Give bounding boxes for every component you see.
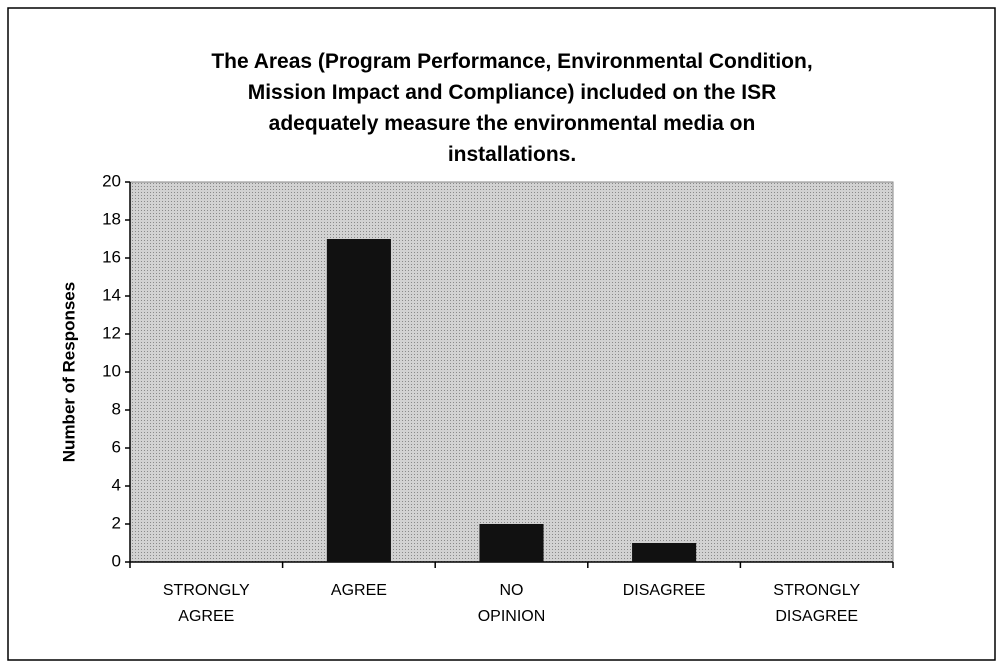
y-axis-label: Number of Responses bbox=[59, 282, 78, 462]
chart-title: adequately measure the environmental med… bbox=[269, 112, 756, 135]
x-tick-label: NO OPINION bbox=[478, 582, 546, 625]
y-tick-label: 0 bbox=[112, 551, 121, 570]
bar bbox=[632, 543, 697, 562]
chart-title: installations. bbox=[448, 143, 576, 166]
x-tick-label: AGREE bbox=[331, 582, 387, 599]
y-tick-label: 8 bbox=[112, 399, 121, 418]
y-tick-label: 16 bbox=[102, 247, 121, 266]
x-tick-label: STRONGLY DISAGREE bbox=[773, 582, 860, 625]
chart-title: The Areas (Program Performance, Environm… bbox=[211, 50, 812, 73]
y-tick-label: 2 bbox=[112, 513, 121, 532]
chart-title: Mission Impact and Compliance) included … bbox=[248, 81, 777, 104]
y-tick-label: 20 bbox=[102, 171, 121, 190]
y-tick-label: 6 bbox=[112, 437, 121, 456]
y-tick-label: 10 bbox=[102, 361, 121, 380]
y-tick-label: 12 bbox=[102, 323, 121, 342]
plot-area bbox=[129, 181, 894, 563]
x-tick-label: DISAGREE bbox=[623, 582, 706, 599]
y-tick-label: 4 bbox=[112, 475, 121, 494]
x-tick-label: STRONGLY AGREE bbox=[163, 582, 250, 625]
bar bbox=[326, 239, 391, 562]
y-tick-label: 14 bbox=[102, 285, 121, 304]
y-tick-label: 18 bbox=[102, 209, 121, 228]
bar bbox=[479, 524, 544, 562]
